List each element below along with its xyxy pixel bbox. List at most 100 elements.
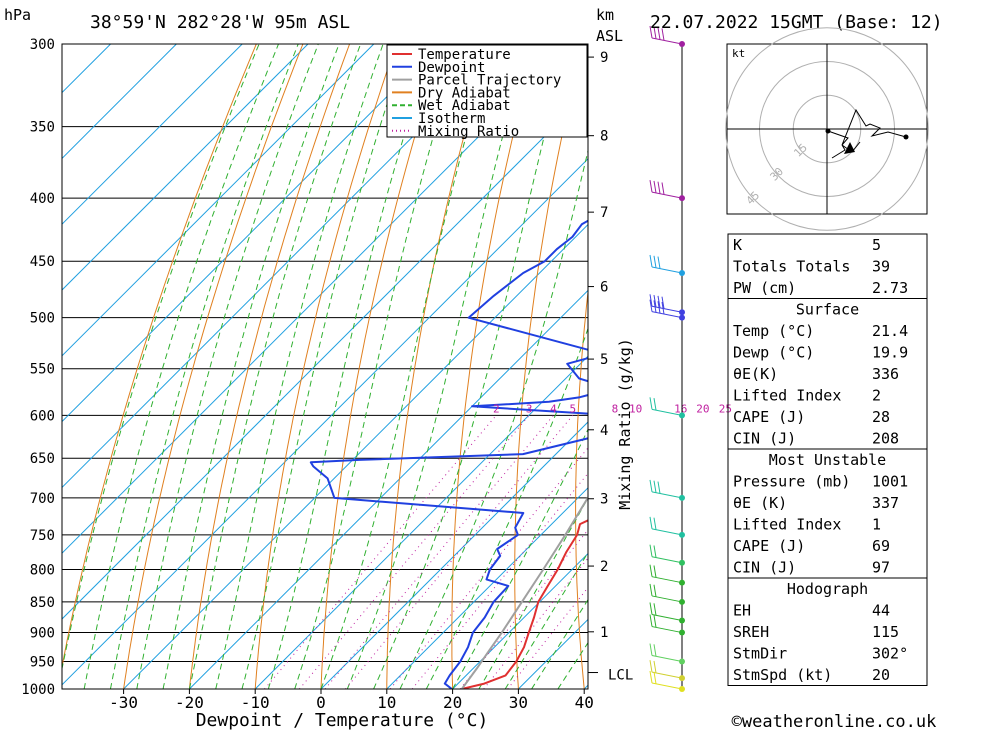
mixing-ratio-line: [389, 447, 588, 689]
wind-barb-flag: [661, 28, 665, 41]
table-row-value: 28: [872, 408, 890, 426]
wet-adiabat-line: [162, 44, 340, 689]
pressure-tick-label: 900: [30, 626, 55, 642]
km-tick-label: 4: [600, 423, 608, 439]
copyright: ©weatheronline.co.uk: [732, 712, 937, 732]
km-tick-label: 8: [600, 129, 608, 145]
wind-barb-shaft: [651, 528, 683, 536]
isotherm-line: [452, 552, 588, 689]
mixing-ratio-line: [299, 414, 530, 689]
pressure-tick-label: 350: [30, 120, 55, 136]
table-row-value: 97: [872, 559, 890, 577]
pressure-tick-label: 500: [30, 311, 55, 327]
hodograph-trace-inner: [831, 141, 861, 159]
hpa-label: hPa: [4, 6, 31, 24]
wind-barb-shaft: [651, 408, 683, 416]
series-line-dewpoint: [309, 219, 588, 689]
km-tick-label: 7: [600, 205, 608, 221]
x-tick-label: -10: [241, 693, 270, 712]
wind-barb-flag: [653, 660, 657, 674]
pressure-tick-label: 800: [30, 562, 55, 578]
wind-barb-shaft: [651, 671, 683, 679]
isotherm-line: [62, 44, 375, 357]
mixing-ratio-line: [345, 414, 574, 689]
x-tick-label: 20: [443, 693, 462, 712]
wind-barb-flag: [661, 182, 665, 195]
x-tick-label: 40: [575, 693, 594, 712]
wind-barb-flag: [653, 603, 657, 616]
table-block-frame: [727, 577, 928, 686]
axes: 2 3 4 5 8 10 16 20 25300350400450500550600650700…: [21, 37, 732, 712]
profile-series: [309, 219, 588, 689]
table-row-value: 336: [872, 365, 899, 383]
x-tick-label: -30: [109, 693, 138, 712]
asl-label: ASL: [596, 27, 623, 45]
wind-barb-flag: [653, 671, 657, 684]
location-title: 38°59'N 282°28'W 95m ASL: [90, 12, 350, 33]
isotherm-line: [62, 44, 309, 291]
km-label: km: [596, 6, 614, 24]
legend-entry: Isotherm: [418, 111, 485, 127]
wind-barb-flag: [653, 545, 657, 558]
mixing-ratio-line: [324, 414, 554, 689]
datetime-label: 22.07.2022 15GMT (Base: 12): [650, 12, 943, 33]
wind-barb-flag: [649, 254, 653, 268]
wet-adiabat-line: [267, 44, 434, 689]
table-row-value: 115: [872, 623, 899, 641]
table-row-value: 302°: [872, 645, 908, 663]
lcl-label: LCL: [608, 668, 633, 684]
wind-profile: [649, 25, 685, 692]
km-tick-label: 9: [600, 50, 608, 66]
wet-adiabat-line: [62, 44, 260, 672]
table-row-label: CIN (J): [733, 430, 796, 448]
table-section-title: Most Unstable: [769, 451, 886, 469]
table-row-value: 21.4: [872, 322, 908, 340]
wind-barb-flag: [661, 296, 665, 309]
wet-adiabat-line: [452, 428, 588, 689]
mixing-ratio-label: 20: [696, 402, 709, 415]
isotherm-line: [62, 158, 588, 686]
mixing-ratio-label: 2: [493, 402, 500, 415]
table-row-value: 39: [872, 258, 890, 276]
pressure-tick-label: 950: [30, 655, 55, 671]
table-row-value: 1001: [872, 473, 908, 491]
diagram-grid: [62, 44, 588, 689]
wind-barb-shaft: [651, 305, 683, 313]
wind-barb-shaft: [651, 556, 683, 564]
wind-barb-flag: [653, 584, 657, 597]
x-tick-label: 30: [509, 693, 528, 712]
wind-barb-shaft: [651, 37, 683, 45]
table-row-label: Lifted Index: [733, 516, 841, 534]
table-row-label: PW (cm): [733, 279, 796, 297]
hodograph-point: [903, 134, 909, 140]
wind-barb-shaft: [651, 626, 683, 634]
km-tick-label: 2: [600, 559, 608, 575]
wind-barb-flag: [649, 670, 653, 684]
wind-barb-flag: [649, 660, 653, 673]
dry-adiabat-line: [451, 44, 537, 689]
hodograph-unit: kt: [732, 47, 745, 60]
series-line-parcel-trajectory: [460, 495, 588, 689]
mixing-ratio-label: 16: [674, 402, 687, 415]
wind-barb-flag: [649, 583, 653, 597]
wind-barb-shaft: [651, 655, 683, 663]
hodograph-ring: [725, 27, 929, 231]
legend-entry: Wet Adiabat: [418, 98, 511, 114]
km-tick-label: 5: [600, 352, 608, 368]
table-row-value: 2.73: [872, 279, 908, 297]
pressure-tick-label: 300: [30, 37, 55, 53]
x-tick-label: 0: [316, 693, 326, 712]
table-row-label: CAPE (J): [733, 537, 805, 555]
wet-adiabat-line: [136, 44, 319, 689]
pressure-tick-label: 700: [30, 491, 55, 507]
mixing-ratio-label: 3: [526, 402, 533, 415]
wind-barb-flag: [657, 181, 661, 194]
wet-adiabat-line: [373, 44, 568, 689]
wind-barb-flag: [653, 294, 657, 308]
wet-adiabat-line: [320, 44, 493, 689]
mixing-ratio-label: 4: [550, 402, 557, 415]
plot-frame: [61, 43, 589, 690]
wind-barb-flag: [653, 255, 657, 268]
isotherm-line: [254, 355, 588, 689]
